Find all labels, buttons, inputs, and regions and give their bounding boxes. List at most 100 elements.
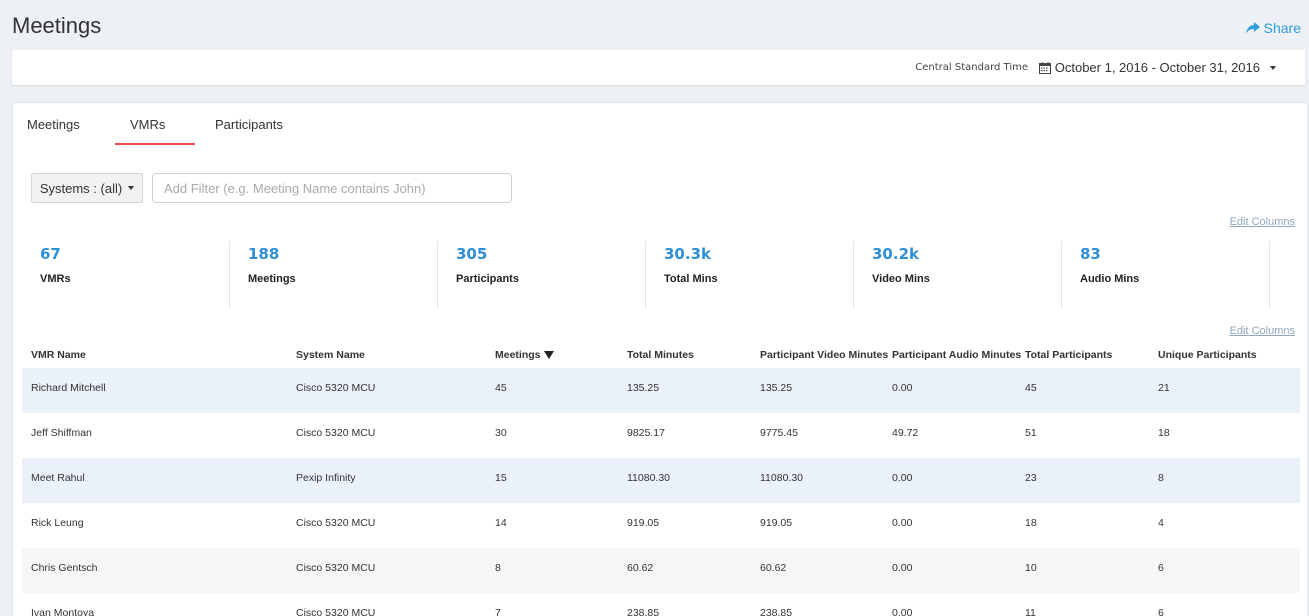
- col-vmr-name[interactable]: VMR Name: [31, 349, 86, 361]
- cell-total-minutes: 135.25: [627, 382, 660, 394]
- cell-unique-participants: 18: [1158, 427, 1170, 439]
- cell-system-name: Pexip Infinity: [296, 472, 356, 484]
- cell-unique-participants: 4: [1158, 517, 1164, 529]
- cell-audio-minutes: 0.00: [892, 607, 913, 616]
- cell-total-participants: 18: [1025, 517, 1037, 529]
- cell-audio-minutes: 0.00: [892, 562, 913, 574]
- stat-video-mins: 30.2k Video Mins: [854, 241, 1062, 309]
- col-total-minutes[interactable]: Total Minutes: [627, 349, 694, 361]
- col-total-participants[interactable]: Total Participants: [1025, 349, 1113, 361]
- stat-vmrs: 67 VMRs: [22, 241, 230, 309]
- sort-descending-icon: [543, 351, 554, 359]
- cell-audio-minutes: 0.00: [892, 517, 913, 529]
- active-tab-indicator: [115, 143, 195, 145]
- col-meetings[interactable]: Meetings: [495, 349, 554, 361]
- stat-total-mins: 30.3k Total Mins: [646, 241, 854, 309]
- tab-meetings[interactable]: Meetings: [27, 117, 80, 132]
- cell-unique-participants: 6: [1158, 607, 1164, 616]
- edit-columns-link-stats[interactable]: Edit Columns: [1229, 216, 1295, 228]
- table-header: VMR Name System Name Meetings Total Minu…: [22, 349, 1300, 367]
- stat-value: 305: [456, 245, 488, 263]
- main-panel: Meetings VMRs Participants Systems : (al…: [12, 102, 1308, 616]
- cell-total-minutes: 238.85: [627, 607, 660, 616]
- cell-meetings: 45: [495, 382, 507, 394]
- table-row[interactable]: Chris Gentsch Cisco 5320 MCU 8 60.62 60.…: [22, 548, 1300, 593]
- cell-total-participants: 10: [1025, 562, 1037, 574]
- date-range-picker[interactable]: October 1, 2016 - October 31, 2016: [1038, 60, 1276, 75]
- cell-system-name: Cisco 5320 MCU: [296, 517, 376, 529]
- tab-vmrs[interactable]: VMRs: [130, 117, 166, 132]
- cell-unique-participants: 21: [1158, 382, 1170, 394]
- table-row[interactable]: Ivan Montoya Cisco 5320 MCU 7 238.85 238…: [22, 593, 1300, 616]
- table-row[interactable]: Meet Rahul Pexip Infinity 15 11080.30 11…: [22, 458, 1300, 503]
- cell-total-participants: 51: [1025, 427, 1037, 439]
- col-participant-video-minutes[interactable]: Participant Video Minutes: [760, 349, 889, 361]
- cell-vmr-name: Richard Mitchell: [31, 382, 106, 394]
- cell-total-participants: 23: [1025, 472, 1037, 484]
- stat-value: 30.2k: [872, 245, 919, 263]
- cell-system-name: Cisco 5320 MCU: [296, 382, 376, 394]
- col-meetings-label: Meetings: [495, 349, 541, 361]
- table-row[interactable]: Richard Mitchell Cisco 5320 MCU 45 135.2…: [22, 368, 1300, 413]
- cell-total-minutes: 919.05: [627, 517, 660, 529]
- cell-system-name: Cisco 5320 MCU: [296, 562, 376, 574]
- cell-meetings: 8: [495, 562, 501, 574]
- stat-participants: 305 Participants: [438, 241, 646, 309]
- share-label: Share: [1263, 20, 1301, 36]
- cell-unique-participants: 8: [1158, 472, 1164, 484]
- table-row[interactable]: Jeff Shiffman Cisco 5320 MCU 30 9825.17 …: [22, 413, 1300, 458]
- cell-meetings: 30: [495, 427, 507, 439]
- timezone-label: Central Standard Time: [915, 62, 1028, 73]
- cell-video-minutes: 135.25: [760, 382, 793, 394]
- cell-meetings: 14: [495, 517, 507, 529]
- systems-dropdown[interactable]: Systems : (all): [31, 173, 143, 203]
- share-button[interactable]: Share: [1245, 20, 1301, 36]
- cell-video-minutes: 11080.30: [760, 472, 804, 484]
- cell-vmr-name: Ivan Montoya: [31, 607, 95, 616]
- date-toolbar: Central Standard Time October 1, 2016 - …: [12, 50, 1305, 85]
- filter-input[interactable]: [152, 173, 512, 203]
- cell-meetings: 7: [495, 607, 501, 616]
- cell-vmr-name: Jeff Shiffman: [31, 427, 92, 439]
- cell-total-participants: 11: [1025, 607, 1036, 616]
- cell-vmr-name: Meet Rahul: [31, 472, 85, 484]
- chevron-down-icon: [128, 186, 135, 190]
- cell-total-minutes: 9825.17: [627, 427, 665, 439]
- cell-total-minutes: 11080.30: [627, 472, 671, 484]
- stat-label: Participants: [456, 273, 519, 285]
- stat-value: 188: [248, 245, 280, 263]
- chevron-down-icon: [1270, 65, 1276, 70]
- cell-video-minutes: 9775.45: [760, 427, 798, 439]
- date-range-text: October 1, 2016 - October 31, 2016: [1054, 60, 1260, 75]
- stat-label: VMRs: [40, 273, 71, 285]
- edit-columns-link-table[interactable]: Edit Columns: [1229, 325, 1295, 337]
- cell-audio-minutes: 0.00: [892, 472, 913, 484]
- cell-unique-participants: 6: [1158, 562, 1164, 574]
- cell-system-name: Cisco 5320 MCU: [296, 427, 376, 439]
- calendar-icon: [1038, 61, 1051, 74]
- stat-value: 30.3k: [664, 245, 711, 263]
- cell-total-participants: 45: [1025, 382, 1037, 394]
- cell-meetings: 15: [495, 472, 507, 484]
- stat-label: Total Mins: [664, 273, 718, 285]
- col-participant-audio-minutes[interactable]: Participant Audio Minutes: [892, 349, 1022, 361]
- cell-vmr-name: Chris Gentsch: [31, 562, 98, 574]
- col-unique-participants[interactable]: Unique Participants: [1158, 349, 1257, 361]
- cell-audio-minutes: 49.72: [892, 427, 919, 439]
- table-row[interactable]: Rick Leung Cisco 5320 MCU 14 919.05 919.…: [22, 503, 1300, 548]
- cell-audio-minutes: 0.00: [892, 382, 913, 394]
- stat-meetings: 188 Meetings: [230, 241, 438, 309]
- cell-video-minutes: 60.62: [760, 562, 787, 574]
- tab-participants[interactable]: Participants: [215, 117, 283, 132]
- cell-video-minutes: 238.85: [760, 607, 793, 616]
- cell-total-minutes: 60.62: [627, 562, 654, 574]
- stat-audio-mins: 83 Audio Mins: [1062, 241, 1270, 309]
- stat-label: Video Mins: [872, 273, 930, 285]
- systems-label: Systems : (all): [39, 180, 123, 196]
- cell-system-name: Cisco 5320 MCU: [296, 607, 376, 616]
- stat-value: 83: [1080, 245, 1101, 263]
- stat-label: Meetings: [248, 273, 296, 285]
- col-system-name[interactable]: System Name: [296, 349, 365, 361]
- share-arrow-icon: [1245, 22, 1260, 34]
- stat-label: Audio Mins: [1080, 273, 1140, 285]
